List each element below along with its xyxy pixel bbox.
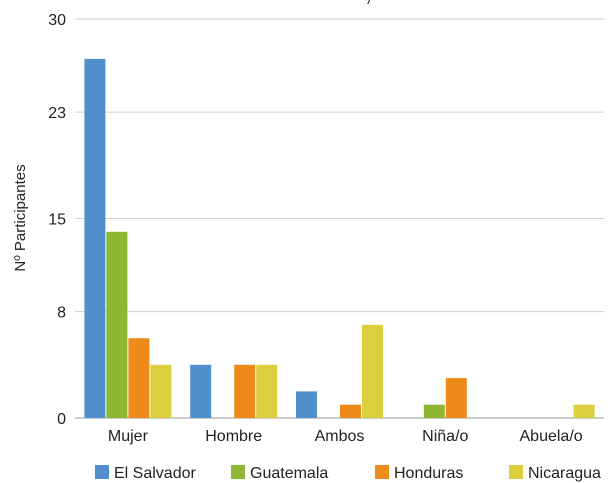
- x-tick-label: Abuela/o: [520, 428, 583, 445]
- legend-swatch: [375, 465, 389, 479]
- x-tick-labels: Mujer Hombre Ambos Niña/o Abuela/o: [108, 428, 583, 445]
- bar: [362, 324, 383, 418]
- y-tick-label: 23: [48, 105, 66, 122]
- bar: [423, 404, 445, 418]
- bar: [150, 364, 172, 418]
- x-tick-label: Ambos: [315, 428, 365, 445]
- y-tick-label: 8: [57, 305, 66, 322]
- y-tick-label: 15: [48, 212, 66, 229]
- legend-label: Guatemala: [250, 465, 328, 482]
- legend: El Salvador Guatemala Honduras Nicaragua: [95, 465, 601, 482]
- legend-label: Nicaragua: [528, 465, 601, 482]
- y-tick-labels: 0 8 15 23 30: [48, 12, 66, 428]
- bar: [573, 404, 595, 418]
- x-tick-label: Niña/o: [422, 428, 468, 445]
- bar: [256, 364, 278, 418]
- x-tick-label: Mujer: [108, 428, 149, 445]
- bar: [340, 404, 361, 418]
- y-tick-label: 0: [57, 411, 66, 428]
- bar: [128, 338, 150, 418]
- bar: [234, 364, 256, 418]
- legend-swatch: [231, 465, 245, 479]
- bar: [445, 378, 467, 418]
- y-axis-title: Nº Participantes: [12, 164, 29, 271]
- y-tick-label: 30: [48, 12, 66, 29]
- legend-swatch: [509, 465, 523, 479]
- gridlines: [75, 18, 604, 419]
- legend-label: El Salvador: [114, 465, 196, 482]
- bar: [190, 364, 212, 418]
- bar: [106, 231, 128, 418]
- legend-swatch: [95, 465, 109, 479]
- legend-label: Honduras: [394, 465, 463, 482]
- bars: [84, 58, 595, 419]
- x-tick-label: Hombre: [205, 428, 262, 445]
- bar: [84, 58, 106, 419]
- chart-title: /: [367, 0, 374, 8]
- bar: [296, 391, 317, 418]
